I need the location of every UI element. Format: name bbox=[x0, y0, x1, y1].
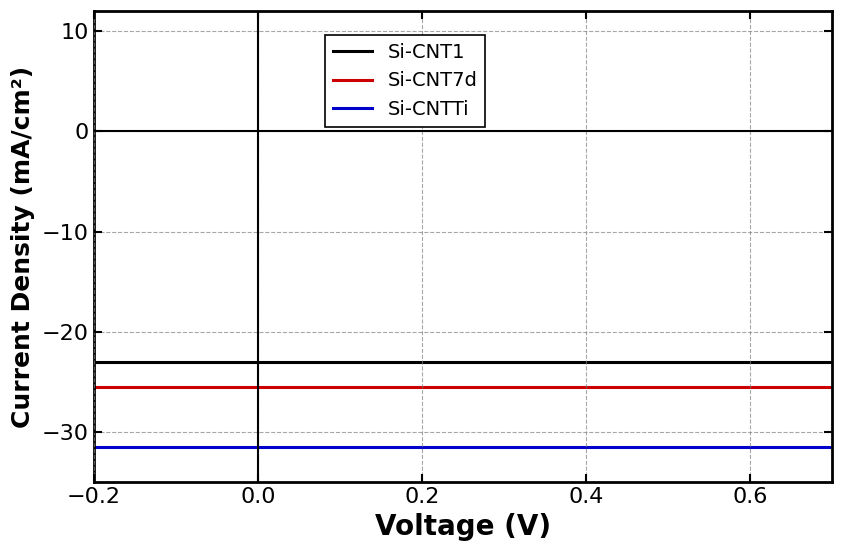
Si-CNT1 bbox=[582, 359, 592, 365]
Si-CNT7d bbox=[582, 384, 592, 390]
Si-CNTTi bbox=[278, 444, 288, 450]
Si-CNTTi bbox=[645, 444, 655, 450]
Si-CNTTi bbox=[524, 444, 534, 450]
Si-CNTTi bbox=[89, 444, 99, 450]
Si-CNTTi bbox=[827, 444, 837, 450]
Si-CNT7d bbox=[645, 384, 655, 390]
Si-CNT7d bbox=[524, 384, 534, 390]
Si-CNT7d bbox=[422, 384, 432, 390]
Si-CNT7d bbox=[827, 384, 837, 390]
Si-CNTTi bbox=[582, 444, 592, 450]
Si-CNT7d bbox=[219, 384, 229, 390]
Si-CNTTi bbox=[422, 444, 432, 450]
Si-CNT1 bbox=[219, 359, 229, 365]
Legend: Si-CNT1, Si-CNT7d, Si-CNTTi: Si-CNT1, Si-CNT7d, Si-CNTTi bbox=[325, 35, 485, 127]
Si-CNTTi bbox=[219, 444, 229, 450]
X-axis label: Voltage (V): Voltage (V) bbox=[375, 513, 551, 541]
Si-CNT7d bbox=[89, 384, 99, 390]
Y-axis label: Current Density (mA/cm²): Current Density (mA/cm²) bbox=[11, 66, 35, 428]
Si-CNT1 bbox=[524, 359, 534, 365]
Si-CNT1 bbox=[827, 359, 837, 365]
Si-CNT1 bbox=[89, 359, 99, 365]
Si-CNT1 bbox=[645, 359, 655, 365]
Si-CNT1 bbox=[278, 359, 288, 365]
Si-CNT7d bbox=[278, 384, 288, 390]
Si-CNT1 bbox=[422, 359, 432, 365]
